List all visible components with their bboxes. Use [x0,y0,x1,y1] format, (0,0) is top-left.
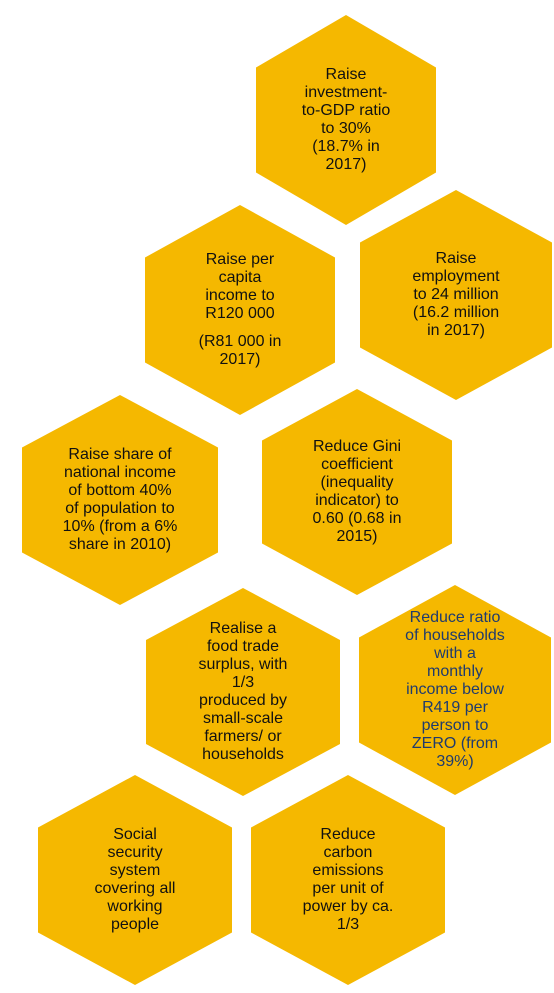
hexagon-node: Reduce Ginicoefficient(inequalityindicat… [262,389,452,595]
hexagon [145,205,335,415]
hexagon [262,389,452,595]
node-text: 0.60 (0.68 in [313,510,402,527]
node-text: emissions [312,862,383,879]
node-text: farmers/ or [204,728,282,745]
node-text: (inequality [321,474,394,491]
node-text: of households [405,627,505,644]
node-text: Reduce Gini [313,438,401,455]
node-text: produced by [199,692,287,709]
node-text: power by ca. [303,898,394,915]
node-text: 2017) [220,351,261,368]
hexagon [360,190,552,400]
node-text: Raise share of [68,446,172,463]
node-text: indicator) to [315,492,399,509]
node-text: ZERO (from [412,735,498,752]
node-text: (18.7% in [312,138,380,155]
node-text: Raise [436,250,477,267]
node-text: 2017) [326,156,367,173]
node-text: Reduce [320,826,375,843]
node-text: carbon [324,844,373,861]
node-text: to-GDP ratio [302,102,391,119]
node-text: surplus, with [199,656,288,673]
node-text: people [111,916,159,933]
node-text: (R81 000 in [199,333,282,350]
node-text: to 30% [321,120,371,137]
node-text: small-scale [203,710,283,727]
node-text: investment- [305,84,388,101]
node-text: employment [412,268,500,285]
node-text: person to [422,717,489,734]
node-text: national income [64,464,176,481]
node-text: R120 000 [205,305,274,322]
node-text: to 24 million [413,286,498,303]
node-text: R419 per [422,699,488,716]
node-text: of population to [65,500,175,517]
node-text: 2015) [337,528,378,545]
hexagon [256,15,436,225]
node-text: Raise [326,66,367,83]
hexagon [146,588,340,796]
node-text: 39%) [436,753,473,770]
node-text: covering all [95,880,176,897]
node-text: share in 2010) [69,536,171,553]
node-text: per unit of [312,880,384,897]
node-text: working [106,898,162,915]
node-text: 1/3 [337,916,359,933]
node-text: Raise per [206,251,275,268]
node-text: households [202,746,284,763]
node-text: Social [113,826,157,843]
hexagon [251,775,445,985]
node-text: in 2017) [427,322,485,339]
node-text: income to [205,287,274,304]
hexagon [359,585,551,795]
node-text: system [110,862,161,879]
node-text: with a [433,645,476,662]
node-text: income below [406,681,504,698]
node-text: 10% (from a 6% [63,518,178,535]
hexagon [38,775,232,985]
node-text: Reduce ratio [410,609,501,626]
node-text: coefficient [321,456,393,473]
node-text: (16.2 million [413,304,499,321]
node-text: capita [219,269,262,286]
node-text: of bottom 40% [68,482,171,499]
node-text: 1/3 [232,674,254,691]
hexagon [22,395,218,605]
node-text: food trade [207,638,279,655]
node-text: monthly [427,663,483,680]
node-text: security [107,844,162,861]
node-text: Realise a [210,620,277,637]
